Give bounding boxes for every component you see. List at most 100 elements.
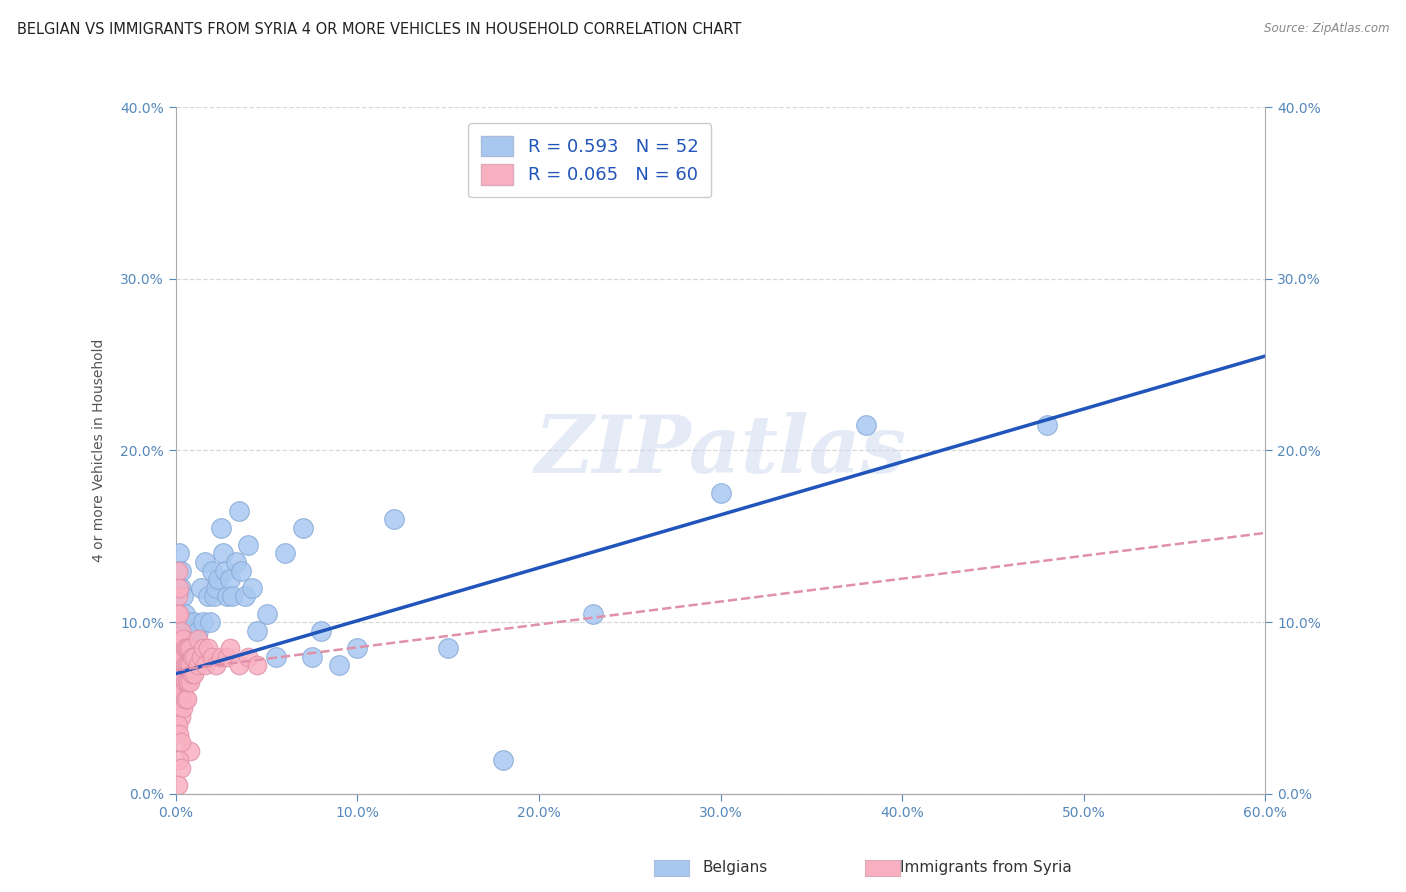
Point: [202, 590, 225, 604]
Point: [177, 675, 200, 690]
Point: [183, 615, 205, 630]
Point: [166, 607, 188, 621]
Text: Belgians: Belgians: [703, 860, 768, 874]
Point: [215, 649, 238, 664]
Point: [183, 649, 205, 664]
Point: [228, 658, 250, 673]
Point: [197, 590, 219, 604]
Point: [346, 640, 368, 655]
Point: [179, 640, 201, 655]
Point: [212, 546, 235, 561]
Point: [179, 624, 201, 638]
Point: [179, 658, 201, 673]
Legend: R = 0.593   N = 52, R = 0.065   N = 60: R = 0.593 N = 52, R = 0.065 N = 60: [468, 123, 711, 197]
Point: [204, 581, 226, 595]
Point: [166, 564, 188, 578]
Point: [172, 701, 194, 715]
Point: [209, 649, 232, 664]
Point: [214, 564, 236, 578]
Point: [1036, 417, 1059, 432]
Point: [173, 640, 195, 655]
Point: [197, 640, 219, 655]
Point: [170, 564, 193, 578]
Point: [219, 640, 242, 655]
Point: [166, 718, 188, 732]
Point: [221, 590, 243, 604]
Point: [191, 615, 214, 630]
Point: [209, 521, 232, 535]
Point: [166, 778, 188, 792]
Point: [179, 675, 201, 690]
Point: [176, 615, 198, 630]
Point: [172, 649, 194, 664]
Point: [194, 658, 217, 673]
Point: [169, 649, 191, 664]
Text: Source: ZipAtlas.com: Source: ZipAtlas.com: [1264, 22, 1389, 36]
Point: [183, 640, 205, 655]
Point: [240, 581, 263, 595]
Point: [176, 675, 198, 690]
Point: [170, 658, 193, 673]
Point: [191, 640, 214, 655]
Point: [181, 632, 204, 647]
Point: [177, 658, 200, 673]
Point: [382, 512, 405, 526]
Point: [328, 658, 350, 673]
Point: [238, 538, 260, 552]
Point: [219, 572, 242, 586]
Point: [256, 607, 278, 621]
Point: [170, 624, 193, 638]
Point: [186, 632, 209, 647]
Point: [169, 753, 191, 767]
Point: [201, 649, 224, 664]
Point: [169, 666, 191, 681]
Point: [437, 640, 460, 655]
Point: [582, 607, 605, 621]
Point: [492, 753, 515, 767]
Point: [177, 640, 200, 655]
Point: [264, 649, 287, 664]
Point: [194, 555, 217, 569]
Point: [169, 727, 191, 741]
Point: [169, 632, 191, 647]
Y-axis label: 4 or more Vehicles in Household: 4 or more Vehicles in Household: [93, 339, 107, 562]
Point: [170, 709, 193, 723]
Point: [215, 590, 238, 604]
Point: [190, 581, 212, 595]
Text: BELGIAN VS IMMIGRANTS FROM SYRIA 4 OR MORE VEHICLES IN HOUSEHOLD CORRELATION CHA: BELGIAN VS IMMIGRANTS FROM SYRIA 4 OR MO…: [17, 22, 741, 37]
Point: [228, 503, 250, 517]
Point: [246, 624, 269, 638]
Point: [170, 692, 193, 706]
Point: [231, 564, 253, 578]
Point: [172, 683, 194, 698]
Point: [179, 640, 201, 655]
Point: [170, 675, 193, 690]
Point: [170, 761, 193, 775]
Point: [179, 744, 201, 758]
Point: [173, 607, 195, 621]
Point: [181, 649, 204, 664]
Point: [710, 486, 733, 500]
Point: [173, 624, 195, 638]
Point: [225, 555, 247, 569]
Point: [186, 624, 209, 638]
Point: [176, 692, 198, 706]
Point: [291, 521, 314, 535]
Point: [200, 615, 222, 630]
Point: [170, 640, 193, 655]
Point: [173, 675, 195, 690]
Point: [246, 658, 269, 673]
Point: [855, 417, 877, 432]
Point: [169, 581, 191, 595]
Point: [204, 658, 226, 673]
Point: [173, 658, 195, 673]
Point: [177, 640, 200, 655]
Point: [176, 658, 198, 673]
Point: [173, 692, 195, 706]
Point: [177, 632, 200, 647]
Point: [238, 649, 260, 664]
Point: [207, 572, 229, 586]
Point: [176, 640, 198, 655]
Point: [172, 666, 194, 681]
Point: [190, 649, 212, 664]
